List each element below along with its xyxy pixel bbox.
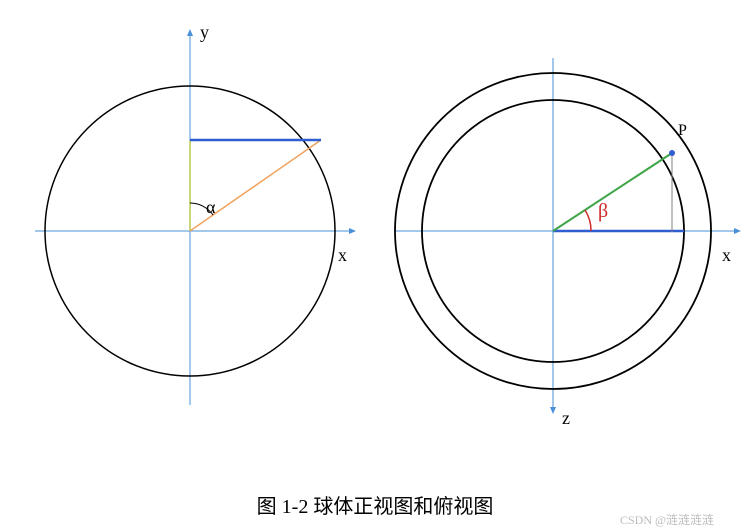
- left-view-svg: [0, 0, 750, 530]
- point-p-label: P: [678, 122, 687, 140]
- left-y-label: y: [200, 22, 209, 43]
- left-x-label: x: [338, 245, 347, 266]
- beta-arc: [585, 210, 591, 231]
- right-green-ray: [553, 153, 672, 231]
- watermark: CSDN @涟涟涟涟: [620, 511, 714, 528]
- beta-label: β: [598, 200, 608, 223]
- alpha-label: α: [206, 197, 215, 218]
- right-x-label: x: [722, 245, 731, 266]
- right-z-label: z: [562, 408, 570, 429]
- point-p-marker: [669, 150, 675, 156]
